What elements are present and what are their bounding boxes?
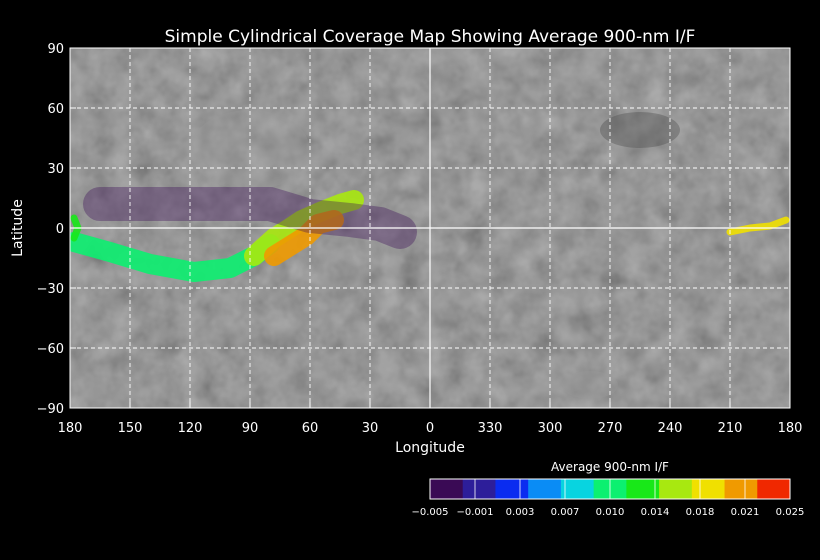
y-axis-ticks: 90 60 30 0 −30 −60 −90 <box>37 42 76 417</box>
y-tick-label: 90 <box>47 42 64 57</box>
colorbar-tick-label: 0.003 <box>506 507 535 518</box>
colorbar-segment <box>495 479 529 499</box>
colorbar-tick-labels: −0.005 −0.001 0.003 0.007 0.010 0.014 0.018 0.0… <box>411 479 804 518</box>
colorbar-tick-label: 0.018 <box>686 507 715 518</box>
colorbar-segment <box>430 479 464 499</box>
coverage-swath-main-swath-high <box>264 210 344 266</box>
y-axis-label: Latitude <box>10 199 26 257</box>
x-tick-label: 240 <box>658 421 683 436</box>
x-tick-label: 330 <box>478 421 503 436</box>
y-tick-label: 0 <box>56 222 64 237</box>
colorbar-segment <box>691 479 726 499</box>
x-tick-label: 270 <box>598 421 623 436</box>
colorbar-segment <box>659 479 693 499</box>
x-tick-label: 0 <box>426 421 434 436</box>
x-tick-label: 180 <box>778 421 803 436</box>
chart-title: Simple Cylindrical Coverage Map Showing … <box>165 27 696 47</box>
colorbar-tick-label: 0.007 <box>551 507 580 518</box>
colorbar-segment <box>462 479 496 499</box>
colorbar-tick-label: −0.001 <box>456 507 493 518</box>
colorbar-segment <box>626 479 660 499</box>
x-tick-label: 90 <box>242 421 259 436</box>
x-tick-label: 120 <box>178 421 203 436</box>
colorbar-tick-label: 0.021 <box>731 507 760 518</box>
coverage-swath-east-edge-strip <box>726 216 790 236</box>
colorbar-tick-label: 0.025 <box>776 507 805 518</box>
colorbar-segment <box>757 479 791 499</box>
x-axis-label: Longitude <box>395 440 465 456</box>
coverage-swath-faint-coverage <box>83 187 417 249</box>
x-tick-label: 300 <box>538 421 563 436</box>
y-tick-label: −30 <box>37 282 64 297</box>
x-axis-ticks: 180 150 120 90 60 30 0 330 300 270 240 210 180 <box>58 402 803 436</box>
colorbar-segment <box>528 479 562 499</box>
colorbar-segment <box>560 479 595 499</box>
x-tick-label: 150 <box>118 421 143 436</box>
colorbar-segment <box>724 479 758 499</box>
gridlines <box>70 48 790 408</box>
coverage-swath-main-swath-mid <box>244 190 364 266</box>
coverage-swaths <box>70 187 790 282</box>
x-tick-label: 210 <box>718 421 743 436</box>
colorbar <box>429 478 791 500</box>
colorbar-tick-label: 0.010 <box>596 507 625 518</box>
x-tick-label: 30 <box>362 421 379 436</box>
colorbar-tick-label: 0.014 <box>641 507 670 518</box>
x-tick-label: 180 <box>58 421 83 436</box>
y-tick-label: −90 <box>37 402 64 417</box>
colorbar-tick-label: −0.005 <box>411 507 448 518</box>
y-tick-label: 30 <box>47 162 64 177</box>
y-tick-label: 60 <box>47 102 64 117</box>
y-tick-label: −60 <box>37 342 64 357</box>
x-tick-label: 60 <box>302 421 319 436</box>
colorbar-title: Average 900-nm I/F <box>551 460 669 474</box>
